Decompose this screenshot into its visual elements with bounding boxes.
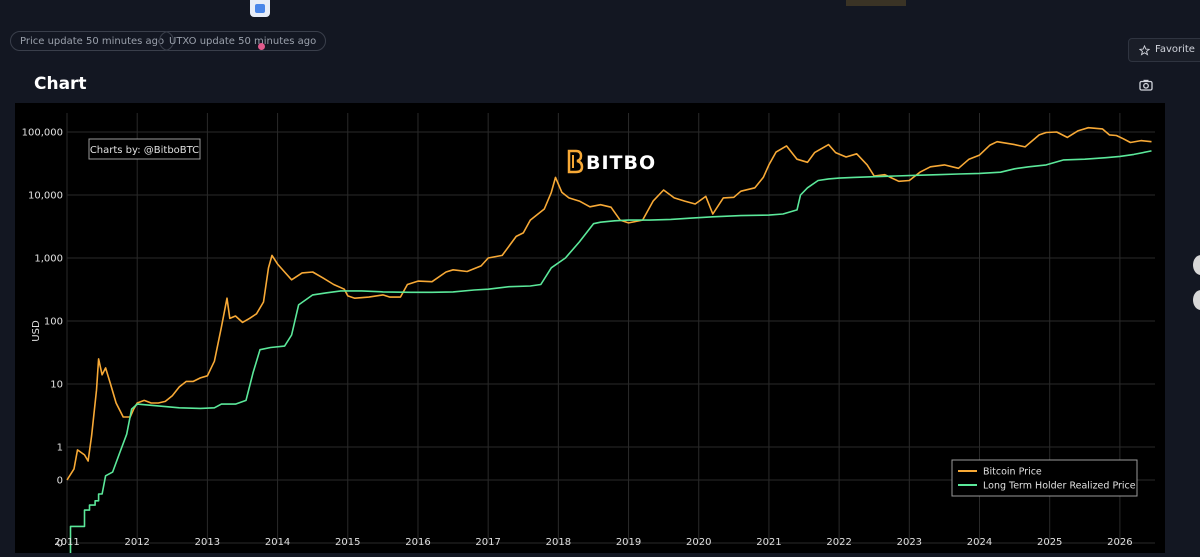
price-update-badge: Price update 50 minutes ago (10, 31, 175, 51)
bitbo-logo-mark (567, 149, 584, 174)
x-tick-label: 2011 (54, 537, 79, 548)
legend: Bitcoin Price Long Term Holder Realized … (951, 459, 1138, 497)
thumbnail-image (846, 0, 906, 6)
x-tick-label: 2016 (405, 537, 430, 548)
x-tick-label: 2017 (475, 537, 500, 548)
credit-box: Charts by: @BitboBTC (88, 138, 201, 160)
x-tick-label: 2012 (124, 537, 149, 548)
x-tick-label: 2021 (756, 537, 781, 548)
x-tick-label: 2013 (195, 537, 220, 548)
y-tick-label: 100,000 (22, 127, 63, 138)
grid (66, 113, 1155, 544)
x-tick-label: 2023 (897, 537, 922, 548)
x-tick-label: 2025 (1037, 537, 1062, 548)
x-tick-label: 2024 (967, 537, 992, 548)
bitbo-logo: BITBO (567, 149, 656, 174)
camera-icon[interactable] (1139, 79, 1153, 91)
y-tick-label: 1 (57, 443, 63, 454)
y-axis-label: USD (31, 320, 42, 342)
star-icon (1139, 44, 1150, 56)
edge-scroll-button-down[interactable] (1193, 290, 1200, 310)
y-tick-label: 1,000 (34, 253, 63, 264)
x-axis: 2011 2012 2013 2014 2015 2016 2017 2018 2019 2020… (54, 537, 1132, 548)
y-tick-label: 10,000 (28, 190, 63, 201)
notification-dot (258, 43, 265, 50)
chart-section-title: Chart (34, 74, 87, 94)
series-layer (66, 126, 1152, 555)
y-tick-label: 100 (44, 317, 63, 328)
y-axis: 0 0 1 10 100 1,000 10,000 100,000 (22, 127, 63, 549)
x-tick-label: 2019 (616, 537, 641, 548)
bitbo-wordmark: BITBO (586, 152, 656, 174)
x-tick-label: 2020 (686, 537, 711, 548)
x-tick-label: 2018 (546, 537, 571, 548)
credit-text: Charts by: @BitboBTC (90, 145, 199, 156)
series-bitcoin-price (66, 126, 1152, 481)
utxo-update-badge: UTXO update 50 minutes ago (159, 31, 327, 51)
chart-panel: 0 0 1 10 100 1,000 10,000 100,000 2011 2012 2013 2… (15, 103, 1165, 555)
legend-item-price: Bitcoin Price (983, 467, 1042, 478)
favorite-label: Favorite (1155, 44, 1195, 55)
series-lth-realized-price (69, 150, 1152, 555)
translate-icon[interactable] (250, 0, 270, 17)
x-tick-label: 2022 (826, 537, 851, 548)
y-tick-label: 10 (50, 380, 63, 391)
favorite-button[interactable]: Favorite (1128, 38, 1200, 62)
x-tick-label: 2026 (1107, 537, 1132, 548)
legend-item-lthrp: Long Term Holder Realized Price (983, 481, 1136, 492)
y-tick-label: 0 (57, 539, 63, 550)
edge-scroll-button-up[interactable] (1193, 255, 1200, 275)
x-tick-label: 2014 (265, 537, 290, 548)
y-tick-label: 0 (57, 475, 63, 486)
x-tick-label: 2015 (335, 537, 360, 548)
